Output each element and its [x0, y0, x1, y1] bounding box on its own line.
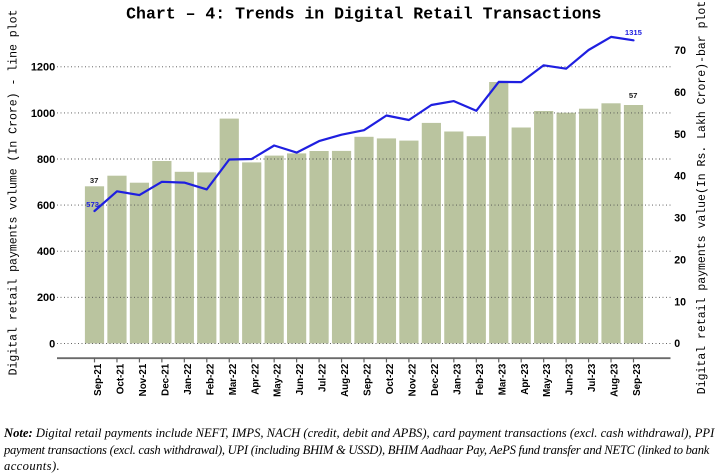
svg-text:Jul-23: Jul-23: [587, 363, 598, 392]
svg-text:Jun-22: Jun-22: [295, 363, 306, 395]
svg-text:20: 20: [674, 254, 686, 266]
svg-text:Feb-22: Feb-22: [205, 363, 216, 395]
svg-text:50: 50: [674, 129, 686, 141]
svg-text:1000: 1000: [31, 108, 55, 120]
svg-text:Oct-21: Oct-21: [116, 363, 127, 394]
svg-text:Mar-22: Mar-22: [228, 363, 239, 395]
svg-text:0: 0: [49, 338, 55, 350]
svg-text:May-22: May-22: [273, 363, 284, 397]
svg-text:Jan-22: Jan-22: [183, 363, 194, 395]
svg-text:573: 573: [86, 200, 99, 209]
svg-text:Aug-23: Aug-23: [610, 363, 621, 397]
svg-text:Jul-22: Jul-22: [318, 363, 329, 392]
svg-text:Apr-23: Apr-23: [520, 363, 531, 395]
svg-text:400: 400: [37, 246, 55, 258]
svg-text:Nov-22: Nov-22: [408, 363, 419, 396]
svg-text:1200: 1200: [31, 62, 55, 74]
svg-text:Dec-21: Dec-21: [160, 363, 171, 396]
svg-text:60: 60: [674, 87, 686, 99]
svg-text:40: 40: [674, 171, 686, 183]
svg-text:Sep-21: Sep-21: [93, 363, 104, 396]
svg-text:Sep-23: Sep-23: [632, 363, 643, 396]
svg-text:30: 30: [674, 213, 686, 225]
svg-text:Apr-22: Apr-22: [250, 363, 261, 395]
svg-text:0: 0: [674, 338, 680, 350]
svg-text:Sep-22: Sep-22: [363, 363, 374, 396]
svg-text:Digital retail payments value(: Digital retail payments value(In Rs. Lak…: [696, 1, 709, 394]
svg-text:Chart – 4: Trends in Digital R: Chart – 4: Trends in Digital Retail Tran…: [126, 5, 601, 24]
svg-text:Aug-22: Aug-22: [340, 363, 351, 397]
svg-text:800: 800: [37, 154, 55, 166]
svg-text:Dec-22: Dec-22: [430, 363, 441, 396]
svg-text:Jan-23: Jan-23: [452, 363, 463, 395]
svg-text:10: 10: [674, 296, 686, 308]
svg-text:200: 200: [37, 292, 55, 304]
svg-text:Digital retail payments volume: Digital retail payments volume (In Crore…: [8, 10, 21, 376]
svg-text:37: 37: [90, 176, 99, 185]
svg-text:May-23: May-23: [542, 363, 553, 397]
svg-text:600: 600: [37, 200, 55, 212]
svg-text:Nov-21: Nov-21: [138, 363, 149, 396]
svg-text:70: 70: [674, 45, 686, 57]
svg-text:Oct-22: Oct-22: [385, 363, 396, 394]
svg-text:Feb-23: Feb-23: [475, 363, 486, 395]
svg-text:1315: 1315: [625, 28, 643, 37]
svg-text:Mar-23: Mar-23: [497, 363, 508, 395]
svg-text:57: 57: [629, 91, 638, 100]
svg-text:Jun-23: Jun-23: [565, 363, 576, 395]
